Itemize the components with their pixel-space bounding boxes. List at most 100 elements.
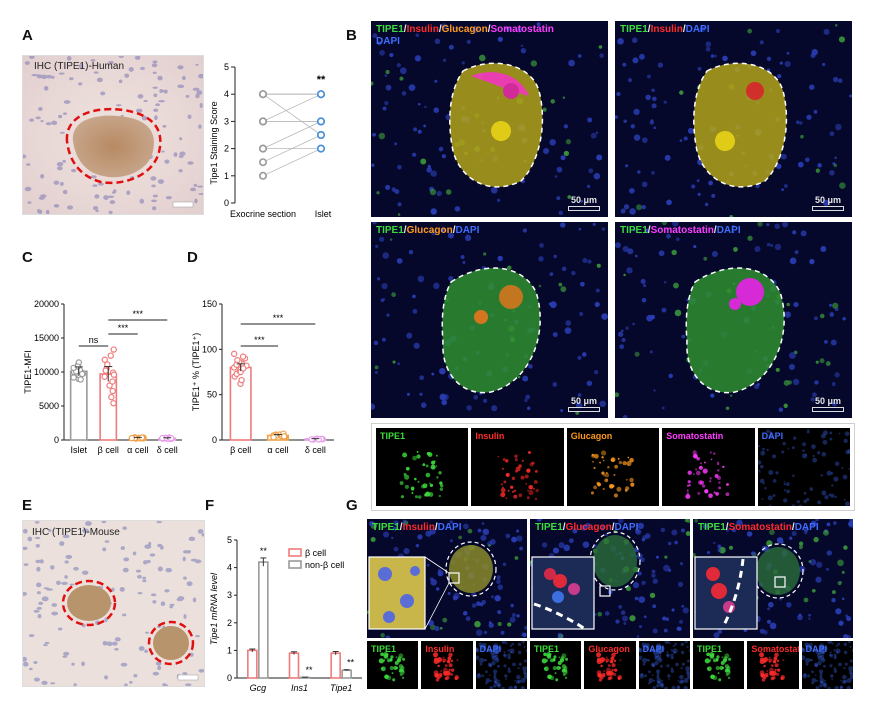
panel-label-e: E (22, 497, 33, 514)
channel-label-glucagon: Glucagon (406, 225, 453, 236)
panel-label-a: A (22, 27, 33, 44)
data-point (106, 382, 113, 389)
data-point (110, 371, 118, 378)
tipe1-mfi-chart: 0 5000 10000 15000 20000 TIPE1-MFI Islet β cell… (23, 299, 182, 455)
separator: / (562, 522, 566, 533)
significance-label: *** (254, 335, 265, 345)
y-axis-label: TIPE1-MFI (23, 350, 33, 394)
bar (330, 652, 341, 679)
channel-label-dapi: DAPI (794, 522, 819, 533)
x-tick-label: Islet (70, 445, 87, 455)
y-tick-label: 5 (224, 62, 229, 72)
channel-label-insulin: Insulin (650, 24, 683, 35)
exocrine-point (258, 117, 267, 126)
legend-swatch (288, 548, 302, 557)
x-tick-label: δ cell (305, 445, 326, 455)
channel-label-tipe1: TIPE1 (620, 225, 648, 236)
significance-label: ** (305, 665, 313, 675)
data-point (110, 400, 117, 407)
significance-label: ** (347, 658, 355, 668)
channel-label-somatostatin: Somatostatin (728, 522, 792, 533)
channel-label-dapi: DAPI (716, 225, 741, 236)
channel-label-tipe1: TIPE1 (534, 644, 560, 654)
scale-bar: 50 μm (812, 396, 844, 412)
merge-all-title: TIPE1/Insulin/Glucagon/Somatostatin DAPI (376, 24, 554, 48)
channel-panel-tipe1: TIPE1 (367, 641, 419, 689)
channel-label-tipe1: TIPE1 (371, 644, 397, 654)
ihc-mouse-caption: IHC (TIPE1)-Mouse (32, 527, 120, 538)
bar (258, 561, 269, 679)
data-point (101, 356, 108, 363)
ihc-mouse-image (21, 520, 207, 688)
y-tick-label: 1 (224, 171, 229, 181)
data-point (104, 361, 111, 368)
pair-line (262, 121, 322, 149)
scale-bar: 50 μm (812, 195, 844, 211)
channel-label-dapi: DAPI (805, 644, 828, 654)
significance-marker: ** (317, 74, 326, 86)
x-tick-label: Exocrine section (230, 209, 296, 219)
data-point (308, 436, 315, 443)
channel-label-tipe1: TIPE1 (376, 24, 404, 35)
channel-panel-dapi: DAPI (801, 641, 853, 689)
separator: / (403, 24, 407, 35)
data-point (101, 373, 108, 380)
y-tick-label: 2 (227, 618, 232, 628)
x-tick-label: Tipe1 (330, 683, 352, 693)
data-point (78, 370, 86, 378)
g-merge-glucagon: TIPE1/Glucagon/DAPI (530, 519, 690, 638)
data-point (110, 346, 117, 353)
data-point (239, 353, 247, 360)
fluor-merge-glucagon: TIPE1/Glucagon/DAPI 50 μm (371, 222, 608, 418)
separator: / (438, 24, 442, 35)
separator: / (791, 522, 795, 533)
y-tick-label: 0 (224, 198, 229, 208)
channel-label-tipe1: TIPE1 (535, 522, 563, 533)
y-tick-label: 3 (227, 590, 232, 600)
channel-panel-glucagon: Glucagon (584, 641, 636, 689)
separator: / (647, 24, 651, 35)
islet-point (317, 117, 326, 126)
y-axis-label: TIPE1⁺ % (TIPE1⁺) (191, 333, 201, 412)
channel-label-insulin: Insulin (406, 24, 439, 35)
data-point (280, 433, 288, 440)
separator: / (403, 225, 407, 236)
g-merge-somatostatin: TIPE1/Somatostatin/DAPI (693, 519, 853, 638)
channel-label-somatostatin: Somatostatin (666, 431, 724, 441)
channel-label-glucagon: Glucagon (565, 522, 612, 533)
channel-panel-insulin: Insulin (471, 428, 564, 506)
x-tick-label: α cell (127, 445, 148, 455)
channel-label-insulin: Insulin (425, 644, 455, 654)
channel-label-tipe1: TIPE1 (376, 225, 404, 236)
channel-label-tipe1: TIPE1 (372, 522, 400, 533)
y-tick-label: 0 (54, 435, 59, 445)
ihc-human-image (20, 54, 206, 215)
separator: / (713, 225, 717, 236)
channel-label-somatostatin: Somatostatin (650, 225, 714, 236)
data-point (240, 365, 247, 372)
channel-label-tipe1: TIPE1 (697, 644, 723, 654)
bar (341, 669, 352, 679)
channel-label-dapi: DAPI (685, 24, 710, 35)
data-point (128, 434, 136, 442)
x-tick-label: Ins1 (291, 683, 308, 693)
ihc-human-caption: IHC (TIPE1)-Human (34, 61, 125, 72)
single-channel-strip: TIPE1 Insulin Glucagon Somatostatin DAPI (371, 423, 855, 511)
data-point (77, 376, 84, 383)
y-tick-label: 10000 (34, 367, 59, 377)
panel-label-b: B (346, 27, 357, 44)
data-point (109, 378, 116, 385)
y-tick-label: 3 (224, 116, 229, 126)
x-tick-label: Islet (315, 209, 332, 219)
channel-panel-glucagon: Glucagon (566, 428, 660, 506)
y-tick-label: 4 (224, 89, 229, 99)
islet-point (317, 144, 326, 153)
data-point (230, 350, 238, 358)
data-point (107, 352, 114, 359)
y-tick-label: 0 (212, 435, 217, 445)
channel-panel-dapi: DAPI (475, 641, 527, 689)
separator: / (725, 522, 729, 533)
y-tick-label: 0 (227, 673, 232, 683)
exocrine-point (258, 144, 267, 153)
data-point (108, 393, 115, 401)
